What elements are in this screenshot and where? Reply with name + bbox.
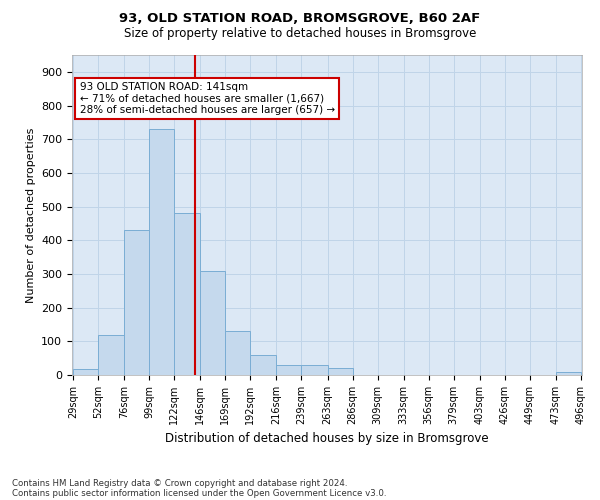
Bar bbox=[124, 230, 149, 375]
Text: Contains public sector information licensed under the Open Government Licence v3: Contains public sector information licen… bbox=[12, 488, 386, 498]
X-axis label: Distribution of detached houses by size in Bromsgrove: Distribution of detached houses by size … bbox=[165, 432, 489, 446]
Bar bbox=[73, 369, 98, 375]
Text: Size of property relative to detached houses in Bromsgrove: Size of property relative to detached ho… bbox=[124, 28, 476, 40]
Bar bbox=[200, 270, 226, 375]
Bar bbox=[328, 368, 353, 375]
Text: 93 OLD STATION ROAD: 141sqm
← 71% of detached houses are smaller (1,667)
28% of : 93 OLD STATION ROAD: 141sqm ← 71% of det… bbox=[80, 82, 335, 115]
Y-axis label: Number of detached properties: Number of detached properties bbox=[26, 128, 35, 302]
Bar bbox=[250, 355, 277, 375]
Bar bbox=[174, 214, 200, 375]
Bar bbox=[277, 365, 301, 375]
Bar bbox=[149, 129, 174, 375]
Bar bbox=[226, 331, 250, 375]
Bar bbox=[301, 365, 328, 375]
Text: Contains HM Land Registry data © Crown copyright and database right 2024.: Contains HM Land Registry data © Crown c… bbox=[12, 478, 347, 488]
Bar bbox=[556, 372, 581, 375]
Bar bbox=[98, 334, 124, 375]
Text: 93, OLD STATION ROAD, BROMSGROVE, B60 2AF: 93, OLD STATION ROAD, BROMSGROVE, B60 2A… bbox=[119, 12, 481, 26]
